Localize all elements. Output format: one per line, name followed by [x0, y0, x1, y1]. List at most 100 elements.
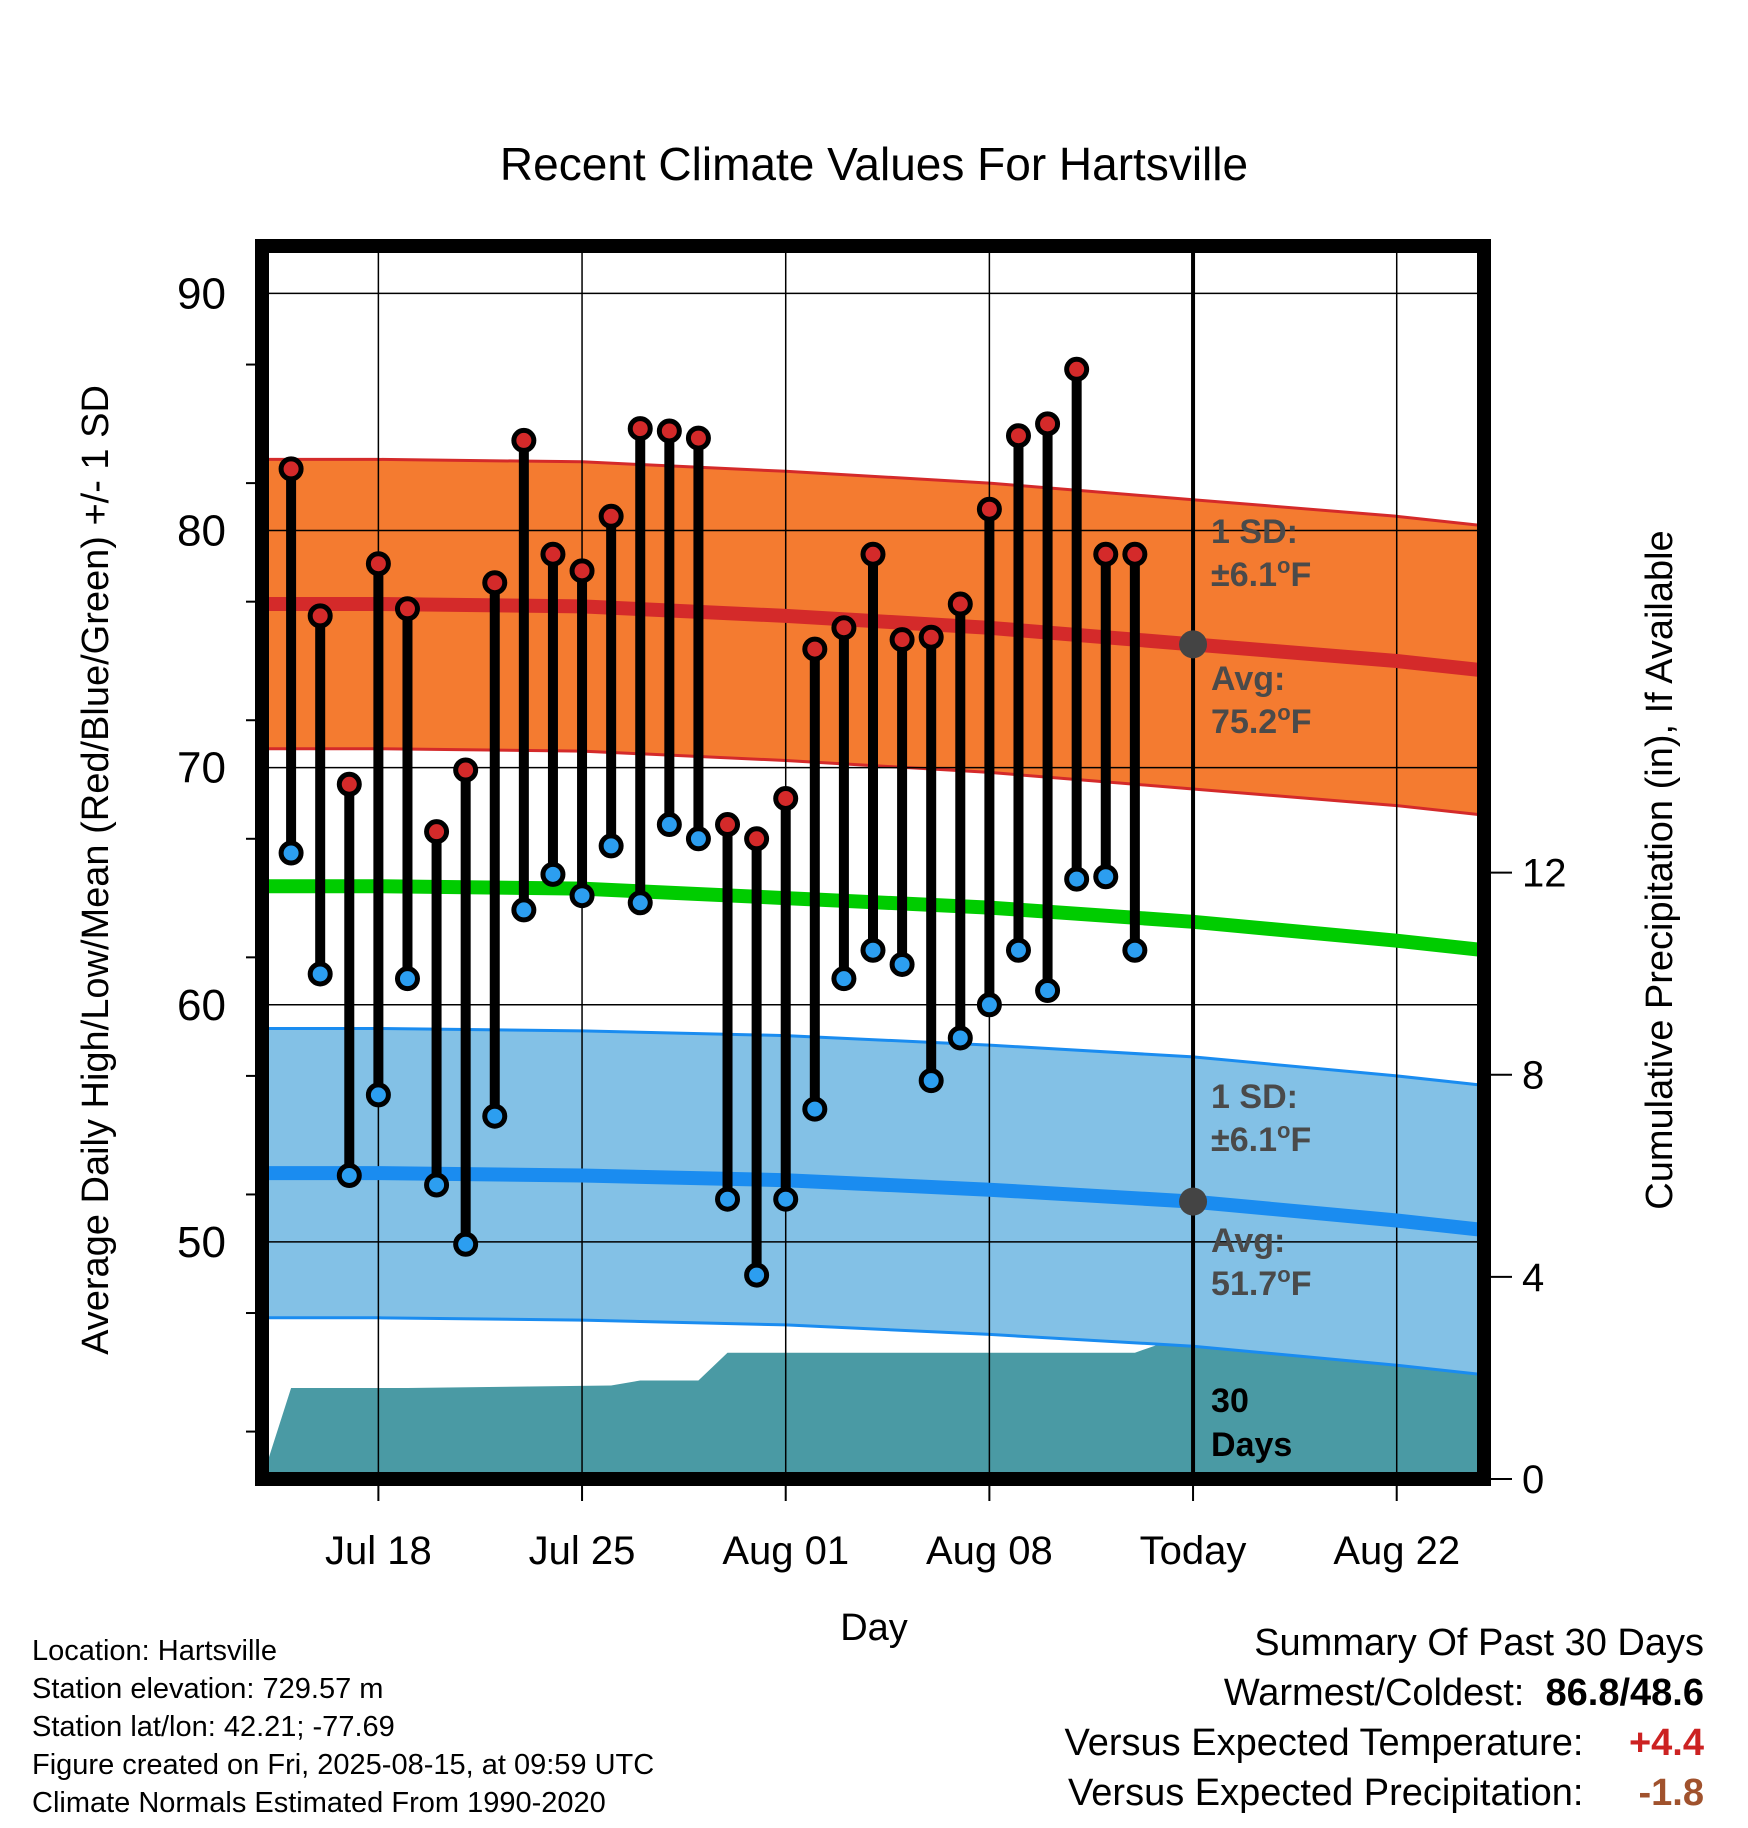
low-sd-label: 1 SD: — [1211, 1078, 1298, 1116]
temp-value: +4.4 — [1628, 1722, 1704, 1764]
daily-high-point — [860, 541, 886, 567]
daily-low-point — [482, 1103, 508, 1129]
daily-high-point — [307, 603, 333, 629]
station-info: Location: Hartsville Station elevation: … — [32, 1632, 654, 1822]
normals-text: Climate Normals Estimated From 1990-2020 — [32, 1787, 606, 1819]
daily-low-point — [1035, 978, 1061, 1004]
daily-high-point — [278, 456, 304, 482]
daily-low-point — [889, 951, 915, 977]
daily-low-point — [540, 861, 566, 887]
daily-high-point — [569, 558, 595, 584]
created-text: Figure created on Fri, 2025-08-15, at 09… — [32, 1749, 655, 1781]
daily-low-point — [569, 883, 595, 909]
x-tick-label: Jul 18 — [325, 1529, 432, 1573]
high-avg-label: Avg: — [1211, 660, 1285, 698]
daily-high-point — [1122, 541, 1148, 567]
daily-low-point — [307, 961, 333, 987]
x-tick-label: Aug 01 — [722, 1529, 849, 1573]
daily-low-point — [1005, 937, 1031, 963]
chart-title: Recent Climate Values For Hartsville — [500, 138, 1248, 190]
daily-low-point — [336, 1162, 362, 1188]
daily-high-point — [947, 591, 973, 617]
low-avg-value: 51.7oF — [1211, 1262, 1311, 1303]
daily-low-point — [598, 833, 624, 859]
daily-low-point — [918, 1068, 944, 1094]
daily-low-point — [656, 812, 682, 838]
precip-label: Versus Expected Precipitation: — [1068, 1772, 1584, 1814]
slash: / — [1619, 1672, 1631, 1714]
daily-low-point — [773, 1186, 799, 1212]
daily-high-point — [773, 785, 799, 811]
days-count-label: 30 — [1211, 1382, 1249, 1420]
daily-high-point — [1005, 423, 1031, 449]
daily-high-point — [1093, 541, 1119, 567]
daily-high-point — [802, 636, 828, 662]
y2-tick-label: 12 — [1522, 852, 1567, 896]
y2-tick-label: 8 — [1522, 1054, 1544, 1098]
low-sd-band-upper-edge — [262, 1027, 1484, 1087]
daily-high-point — [831, 615, 857, 641]
summary-title: Summary Of Past 30 Days — [1254, 1622, 1704, 1664]
x-axis-label: Day — [840, 1607, 908, 1649]
temp-label: Versus Expected Temperature: — [1064, 1722, 1584, 1764]
daily-low-point — [831, 966, 857, 992]
x-tick-label: Aug 08 — [926, 1529, 1053, 1573]
summary-warmest-coldest: Warmest/Coldest: 86.8/48.6 — [1224, 1672, 1704, 1715]
daily-low-point — [1093, 864, 1119, 890]
y-tick-label: 60 — [177, 981, 226, 1030]
plot-content — [262, 246, 1484, 1479]
y-tick-label: 70 — [177, 744, 226, 793]
today-high-avg-marker — [1179, 630, 1208, 659]
days-word-label: Days — [1211, 1426, 1292, 1464]
y-axis-label: Average Daily High/Low/Mean (Red/Blue/Gr… — [75, 385, 117, 1355]
daily-low-point — [627, 890, 653, 916]
warmest-value: 86.8 — [1545, 1672, 1620, 1714]
high-sd-label: 1 SD: — [1211, 513, 1298, 551]
daily-low-point — [278, 840, 304, 866]
precip-area — [262, 1342, 1484, 1479]
daily-high-point — [744, 826, 770, 852]
y-tick-label: 80 — [177, 507, 226, 556]
high-sd-value: ±6.1oF — [1211, 553, 1311, 594]
daily-low-point — [715, 1186, 741, 1212]
daily-high-point — [336, 771, 362, 797]
low-sd-value: ±6.1oF — [1211, 1118, 1311, 1159]
summary-precip: Versus Expected Precipitation: -1.8 — [1068, 1772, 1704, 1815]
daily-high-point — [627, 416, 653, 442]
coldest-value: 48.6 — [1630, 1672, 1704, 1714]
low-avg-line — [262, 1166, 1484, 1237]
low-avg-label: Avg: — [1211, 1222, 1285, 1260]
daily-high-point — [918, 624, 944, 650]
daily-high-point — [1064, 356, 1090, 382]
high-sd-band-upper-edge — [262, 457, 1484, 528]
daily-high-point — [598, 503, 624, 529]
y2-tick-label: 4 — [1522, 1256, 1544, 1300]
daily-low-point — [685, 826, 711, 852]
latlon-text: Station lat/lon: 42.21; -77.69 — [32, 1711, 395, 1743]
y2-tick-label: 0 — [1522, 1458, 1544, 1502]
daily-low-point — [1122, 937, 1148, 963]
daily-low-point — [1064, 866, 1090, 892]
daily-high-point — [482, 570, 508, 596]
daily-high-point — [424, 819, 450, 845]
daily-high-point — [715, 812, 741, 838]
plot-frame — [255, 239, 1491, 1486]
low-sd-band — [262, 1028, 1484, 1375]
daily-low-point — [947, 1025, 973, 1051]
daily-low-point — [365, 1082, 391, 1108]
precip-value: -1.8 — [1638, 1772, 1704, 1814]
daily-high-point — [394, 596, 420, 622]
location-text: Location: Hartsville — [32, 1635, 277, 1667]
y2-axis-label: Cumulative Precipitation (in), If Availa… — [1639, 530, 1681, 1209]
today-low-avg-marker — [1179, 1187, 1208, 1216]
y-tick-label: 90 — [177, 269, 226, 318]
summary-temp: Versus Expected Temperature: +4.4 — [1065, 1722, 1704, 1765]
y-tick-label: 50 — [177, 1218, 226, 1267]
daily-high-point — [540, 541, 566, 567]
daily-high-point — [976, 496, 1002, 522]
daily-low-point — [744, 1262, 770, 1288]
daily-high-point — [889, 627, 915, 653]
low-sd-band-lower-edge — [262, 1316, 1484, 1377]
